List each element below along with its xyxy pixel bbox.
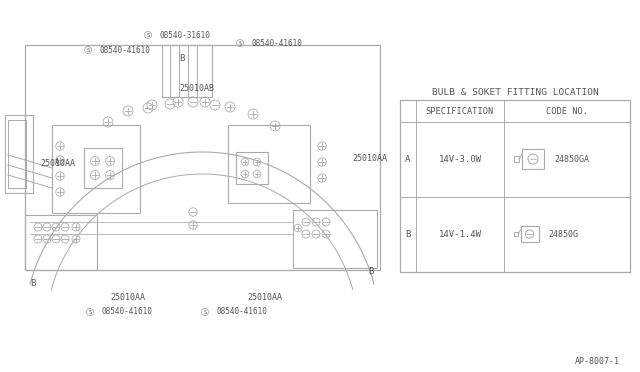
Bar	[522, 149, 544, 169]
Text: S: S	[86, 48, 90, 52]
Bar	[400, 100, 630, 272]
Bar	[228, 125, 310, 203]
Text: 08540-31610: 08540-31610	[159, 31, 210, 39]
Text: B: B	[368, 267, 374, 276]
Text: 14V-1.4W: 14V-1.4W	[438, 230, 481, 238]
Text: S: S	[204, 310, 207, 314]
Text: SPECIFICATION: SPECIFICATION	[426, 106, 494, 115]
Text: BULB & SOKET FITTING LOCATION: BULB & SOKET FITTING LOCATION	[431, 87, 598, 96]
Text: 25010AA: 25010AA	[248, 294, 282, 302]
Bar	[5, 115, 33, 193]
Bar	[514, 156, 519, 162]
Bar	[236, 152, 268, 184]
Text: B: B	[405, 230, 411, 238]
Bar	[52, 125, 140, 213]
Bar	[162, 45, 212, 97]
Text: B: B	[30, 279, 36, 289]
Text: 14V-3.0W: 14V-3.0W	[438, 154, 481, 164]
Text: AP-8007-1: AP-8007-1	[575, 357, 620, 366]
Text: 24850G: 24850G	[548, 230, 578, 238]
Text: 25010AA: 25010AA	[111, 294, 145, 302]
Text: A: A	[54, 157, 60, 167]
Bar	[25, 45, 380, 270]
Text: 08540-41610: 08540-41610	[101, 308, 152, 317]
Bar	[25, 215, 97, 270]
Text: CODE NO.: CODE NO.	[546, 106, 588, 115]
Text: 25010AA: 25010AA	[352, 154, 387, 163]
Text: 25010AA: 25010AA	[40, 158, 75, 167]
Bar	[8, 120, 26, 188]
Bar	[84, 148, 122, 188]
Text: S: S	[147, 32, 150, 38]
Text: B: B	[179, 54, 185, 62]
Text: 24850GA: 24850GA	[554, 154, 589, 164]
Text: 25010AB: 25010AB	[179, 83, 214, 93]
Bar	[293, 210, 377, 268]
Text: S: S	[238, 41, 242, 45]
Text: 08540-41610: 08540-41610	[251, 38, 302, 48]
Bar	[520, 226, 539, 242]
Text: S: S	[88, 310, 92, 314]
Text: 08540-41610: 08540-41610	[216, 308, 267, 317]
Text: A: A	[405, 154, 411, 164]
Text: 08540-41610: 08540-41610	[99, 45, 150, 55]
Bar	[514, 231, 518, 237]
